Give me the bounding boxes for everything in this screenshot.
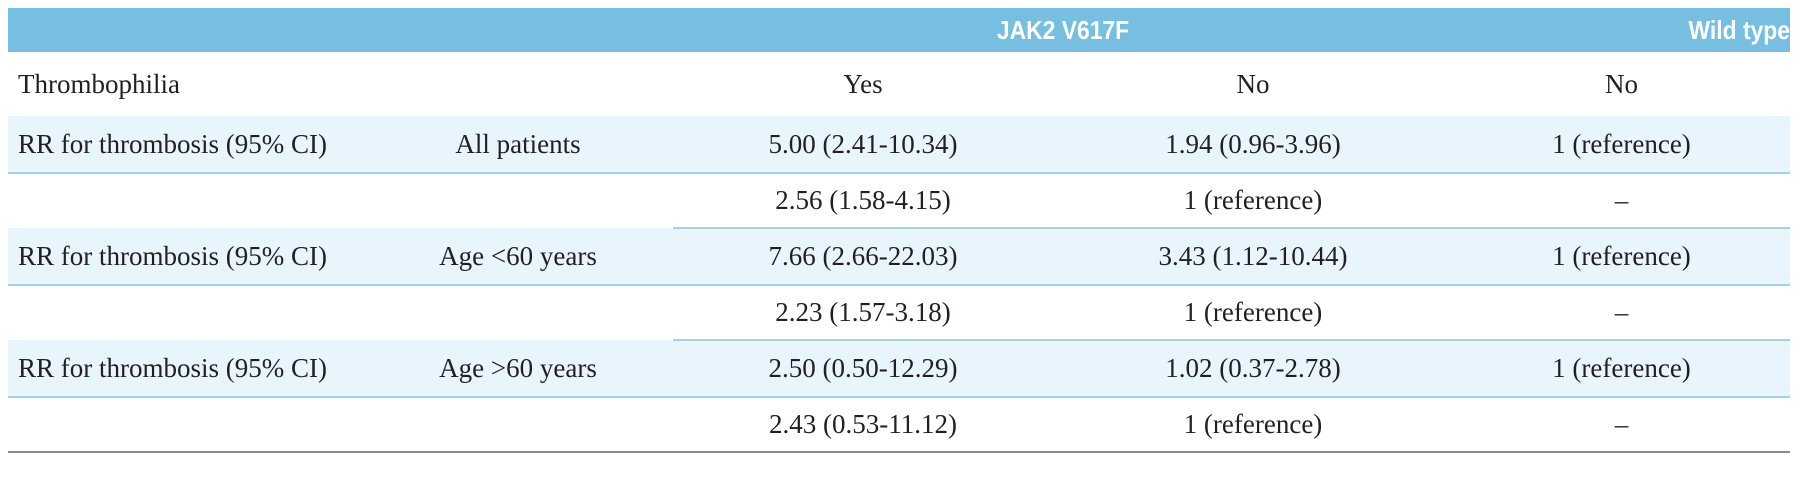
subheader-wild-no: No xyxy=(1605,68,1638,99)
cell-wild-type: 1 (reference) xyxy=(1453,116,1790,174)
header-blank-2 xyxy=(382,8,655,52)
cell-no: 1 (reference) xyxy=(1053,173,1453,229)
table-row: 2.23 (1.57-3.18) 1 (reference) – xyxy=(8,285,1790,341)
table-row: 2.43 (0.53-11.12) 1 (reference) – xyxy=(8,397,1790,453)
row-label: RR for thrombosis (95% CI) xyxy=(8,116,363,174)
cell-yes: 2.50 (0.50-12.29) xyxy=(673,340,1053,398)
cell-wild-type: 1 (reference) xyxy=(1453,340,1790,398)
row-label xyxy=(8,285,363,340)
cell-yes: 7.66 (2.66-22.03) xyxy=(673,228,1053,286)
table-row: 2.56 (1.58-4.15) 1 (reference) – xyxy=(8,173,1790,229)
subheader-no: No xyxy=(1236,68,1270,99)
table-row: RR for thrombosis (95% CI) All patients … xyxy=(8,116,1790,174)
row-label xyxy=(8,173,363,228)
cell-no: 1 (reference) xyxy=(1053,285,1453,341)
subheader-yes: Yes xyxy=(843,68,883,99)
cell-no: 1.02 (0.37-2.78) xyxy=(1053,340,1453,398)
subheader-row: Thrombophilia Yes No No xyxy=(8,52,1790,116)
thrombosis-risk-table: JAK2 V617F Wild type Thrombophilia Yes N… xyxy=(8,8,1790,453)
header-wild-type: Wild type xyxy=(1688,14,1790,45)
cell-yes: 2.23 (1.57-3.18) xyxy=(673,285,1053,341)
cell-wild-type: – xyxy=(1453,173,1790,229)
subheader-thrombophilia: Thrombophilia xyxy=(18,68,180,99)
table-header-row: JAK2 V617F Wild type xyxy=(8,8,1790,52)
table-row: RR for thrombosis (95% CI) Age >60 years… xyxy=(8,340,1790,398)
cell-no: 1.94 (0.96-3.96) xyxy=(1053,116,1453,174)
row-group: Age >60 years xyxy=(363,340,673,398)
cell-yes: 5.00 (2.41-10.34) xyxy=(673,116,1053,174)
cell-wild-type: – xyxy=(1453,397,1790,453)
header-jak2-v617f: JAK2 V617F xyxy=(996,14,1130,45)
cell-no: 1 (reference) xyxy=(1053,397,1453,453)
cell-yes: 2.56 (1.58-4.15) xyxy=(673,173,1053,229)
cell-wild-type: – xyxy=(1453,285,1790,341)
header-blank-1 xyxy=(29,8,341,52)
cell-no: 3.43 (1.12-10.44) xyxy=(1053,228,1453,286)
row-group xyxy=(363,173,673,228)
row-group xyxy=(363,285,673,340)
cell-yes: 2.43 (0.53-11.12) xyxy=(673,397,1053,453)
cell-wild-type: 1 (reference) xyxy=(1453,228,1790,286)
row-label: RR for thrombosis (95% CI) xyxy=(8,228,363,286)
row-label: RR for thrombosis (95% CI) xyxy=(8,340,363,398)
row-group xyxy=(363,397,673,453)
row-group: All patients xyxy=(363,116,673,174)
row-group: Age <60 years xyxy=(363,228,673,286)
table-row: RR for thrombosis (95% CI) Age <60 years… xyxy=(8,228,1790,286)
subheader-blank xyxy=(363,52,673,116)
row-label xyxy=(8,397,363,453)
